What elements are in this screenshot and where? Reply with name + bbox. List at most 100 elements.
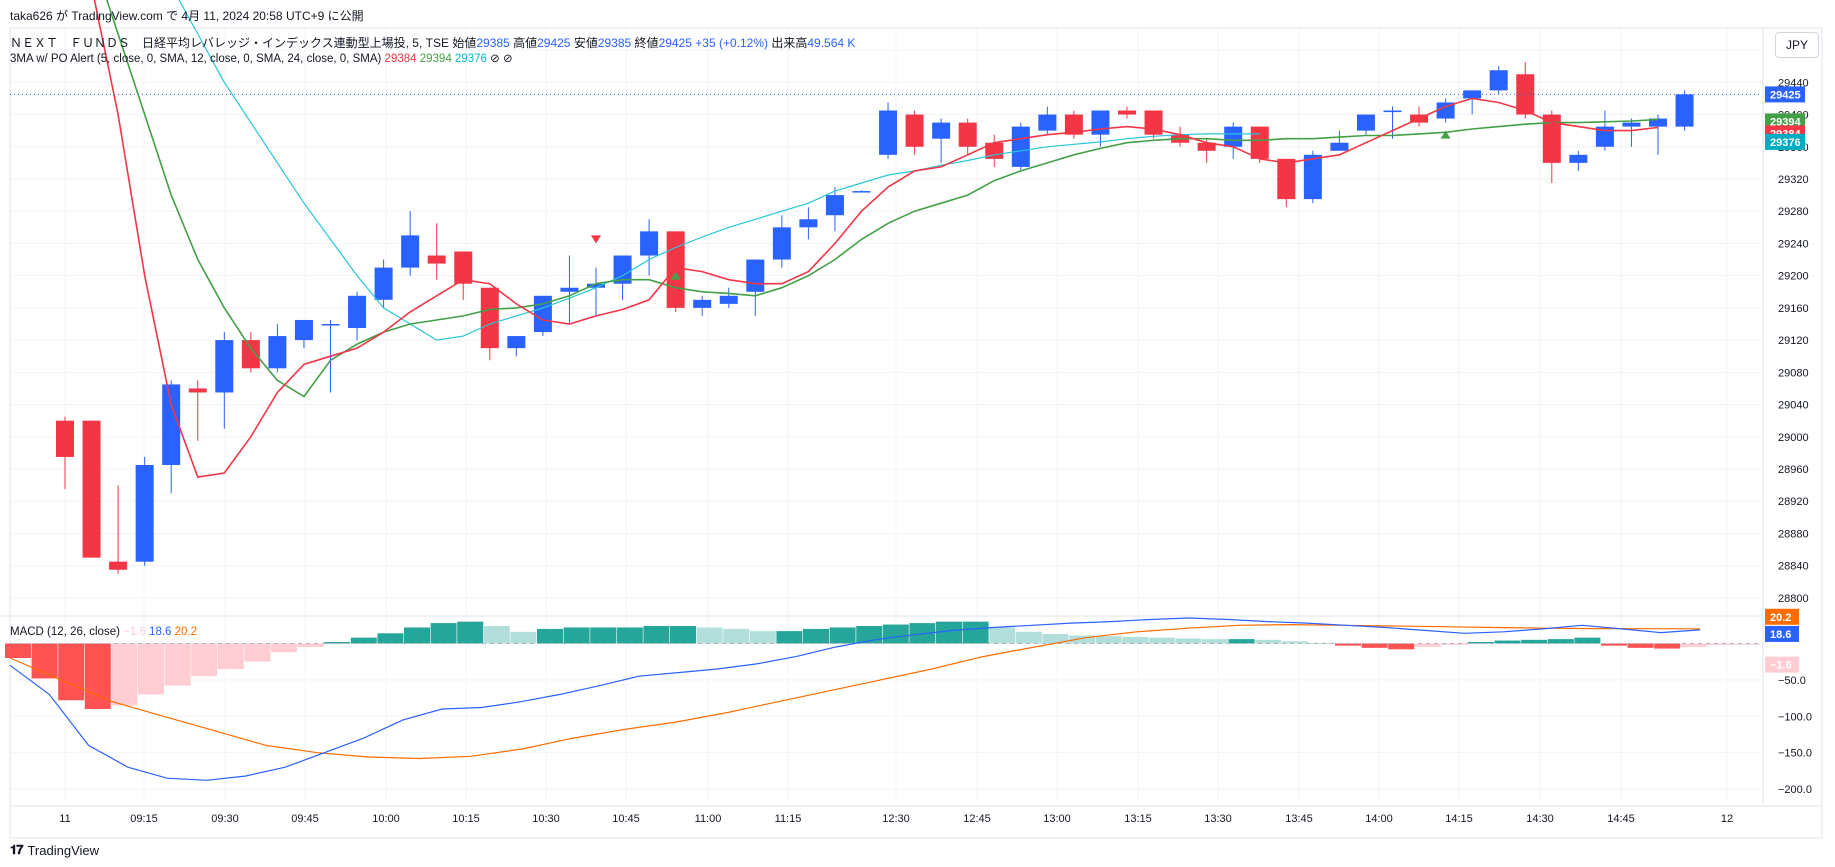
- price-tick-label: 29160: [1778, 303, 1809, 315]
- low-label: 安値: [573, 36, 598, 50]
- macd-histogram-bar: [138, 643, 164, 695]
- macd-indicator-legend[interactable]: MACD (12, 26, close) −1.6 18.6 20.2: [10, 626, 197, 638]
- time-tick-label: 13:30: [1204, 813, 1232, 825]
- candle-body: [1038, 114, 1057, 131]
- price-tick-label: 28840: [1778, 561, 1809, 573]
- macd-histogram-bar: [1521, 639, 1548, 644]
- candle-body: [1197, 142, 1216, 151]
- candle-body: [1303, 154, 1322, 200]
- candle-body: [109, 561, 128, 570]
- candle-body: [215, 340, 234, 393]
- price-tag-label: 29394: [1770, 116, 1801, 128]
- candle-body: [613, 255, 632, 284]
- macd-signal-line: [9, 623, 1701, 760]
- currency-selector[interactable]: JPY: [1775, 32, 1819, 58]
- macd-histogram-bar: [84, 643, 111, 709]
- price-tick-label: 29120: [1778, 335, 1809, 347]
- macd-histogram-bar: [324, 642, 351, 644]
- price-tick-label: 28880: [1778, 528, 1809, 540]
- macd-histogram-bar: [297, 643, 324, 648]
- macd-histogram-bar: [377, 633, 404, 644]
- candle-body: [507, 336, 526, 349]
- price-tick-label: 29280: [1778, 206, 1809, 218]
- candle-body: [1064, 114, 1083, 135]
- candle-body: [879, 110, 898, 155]
- macd-histogram-bar: [58, 643, 85, 701]
- candle-body: [1091, 110, 1110, 135]
- time-tick-label: 13:00: [1043, 813, 1071, 825]
- macd-histogram-bar: [1601, 643, 1627, 646]
- macd-histogram-bar: [670, 626, 696, 644]
- time-tick-label: 10:45: [612, 813, 640, 825]
- price-tick-label: 28800: [1778, 593, 1809, 605]
- price-tag: [1765, 113, 1805, 130]
- volume-value: 49.564 K: [807, 36, 856, 50]
- symbol-legend: ＮＥＸＴ ＦＵＮＤＳ 日経平均レバレッジ・インデックス連動型上場投, 5, TS…: [10, 34, 855, 51]
- ma-mid-line: [106, 0, 1659, 398]
- macd-histogram-bar: [1175, 638, 1202, 644]
- candle-body: [454, 251, 473, 284]
- volume-label: 出来高: [771, 36, 808, 50]
- candle-body: [1436, 102, 1455, 119]
- time-tick-label: 11:15: [775, 813, 802, 825]
- macd-tag: [1765, 608, 1799, 625]
- macd-histogram-bar: [1441, 643, 1468, 645]
- macd-histogram-bar: [563, 627, 590, 644]
- macd-histogram-bar: [590, 627, 617, 644]
- macd-histogram-bar: [1095, 636, 1122, 644]
- candle-body: [268, 336, 287, 369]
- candle-body: [56, 420, 74, 457]
- macd-histogram-bar: [829, 627, 856, 644]
- price-tick-label: 29040: [1778, 400, 1809, 412]
- macd-histogram-bar: [1574, 637, 1601, 644]
- macd-histogram-bar: [1069, 635, 1095, 644]
- publish-info: taka626 が TradingView.com で 4月 11, 2024 …: [10, 9, 364, 23]
- candle-body: [1383, 110, 1402, 113]
- macd-histogram-bar: [111, 643, 138, 706]
- macd-histogram-bar: [430, 623, 457, 644]
- candle-body: [693, 299, 712, 308]
- macd-tag-label: 20.2: [1770, 612, 1791, 624]
- chart-frame: [9, 27, 1823, 839]
- macd-histogram-bar: [1414, 643, 1441, 648]
- price-tick-label: 28960: [1778, 464, 1809, 476]
- macd-histogram-bar: [989, 627, 1016, 644]
- macd-histogram-bar: [191, 643, 218, 677]
- candle-body: [587, 283, 605, 288]
- macd-histogram-bar: [483, 626, 510, 644]
- macd-histogram-bar: [1255, 639, 1282, 644]
- candle-body: [958, 122, 977, 147]
- candle-body: [294, 319, 313, 341]
- time-tick-label: 09:15: [130, 813, 158, 825]
- candle-body: [640, 231, 659, 256]
- price-tick-label: 29240: [1778, 238, 1809, 250]
- ma-slow-value: 29376: [454, 53, 487, 65]
- time-tick-label: 12: [1721, 813, 1733, 825]
- hide-icon[interactable]: ⊘ ⊘: [490, 53, 513, 65]
- ma-fast-value: 29384: [384, 53, 417, 65]
- ma-indicator-legend[interactable]: 3MA w/ PO Alert (5, close, 0, SMA, 12, c…: [10, 51, 513, 65]
- macd-histogram-bar: [1042, 634, 1069, 644]
- macd-line-value: 18.6: [149, 626, 172, 638]
- footer-brand: TradingView: [27, 842, 100, 858]
- candle-body: [560, 287, 579, 292]
- candle-body: [480, 287, 499, 349]
- time-tick-label: 09:45: [291, 813, 319, 825]
- candle-body: [772, 227, 791, 260]
- time-tick-label: 12:45: [963, 813, 991, 825]
- macd-tag-label: −1.6: [1770, 660, 1792, 672]
- low-value: 29385: [597, 36, 632, 50]
- ma-slow-line: [178, 0, 1260, 341]
- macd-histogram-bar: [882, 624, 909, 644]
- macd-histogram-bar: [271, 643, 297, 653]
- macd-histogram-bar: [1308, 642, 1335, 644]
- buy-signal-marker: [1440, 130, 1451, 139]
- macd-histogram-bar: [749, 631, 776, 644]
- macd-histogram-bar: [1680, 643, 1707, 648]
- macd-histogram-bar: [616, 627, 643, 644]
- candle-body: [852, 191, 871, 193]
- candle-body: [401, 235, 420, 268]
- symbol-name: ＮＥＸＴ ＦＵＮＤＳ 日経平均レバレッジ・インデックス連動型上場投, 5, TS…: [10, 36, 449, 50]
- candle-body: [188, 388, 207, 393]
